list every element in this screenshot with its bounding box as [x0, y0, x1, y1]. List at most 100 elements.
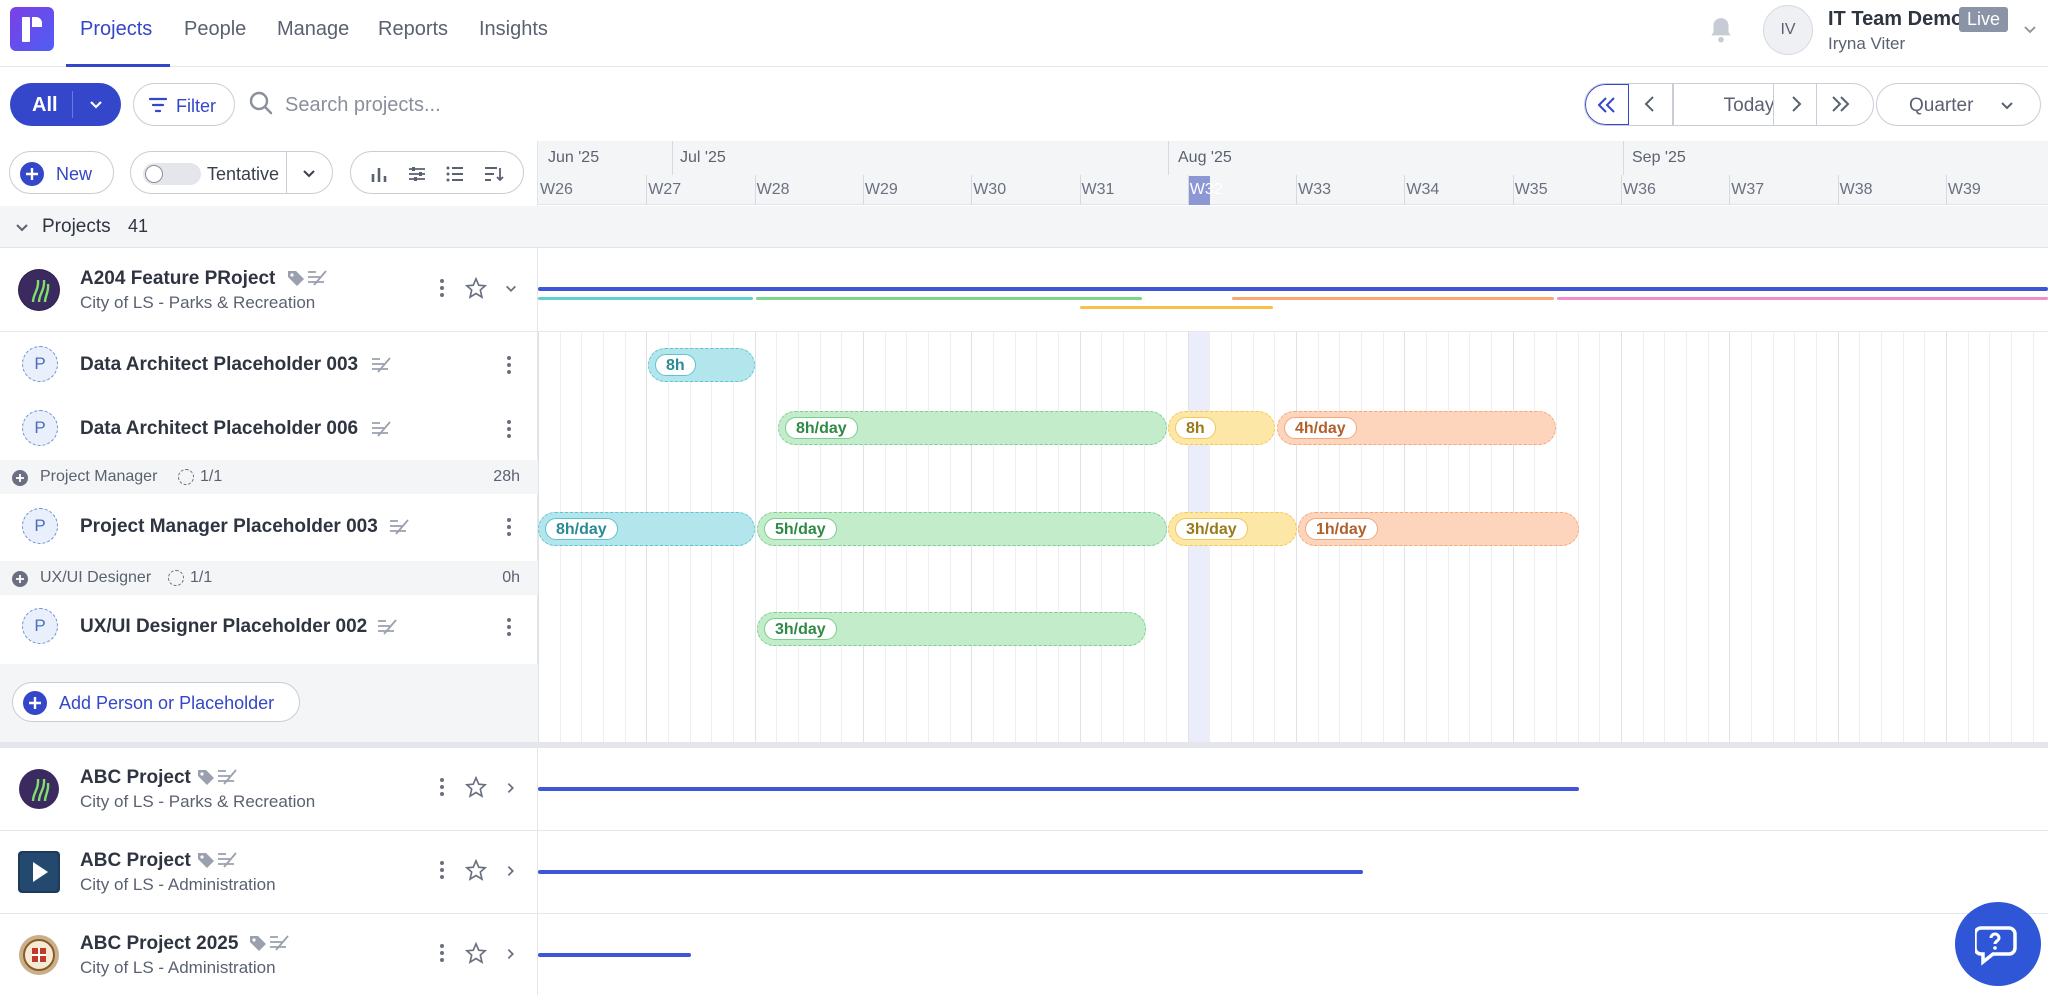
star-icon[interactable]: [465, 859, 487, 881]
tab-reports[interactable]: Reports: [378, 18, 449, 40]
role-hours: 0h: [502, 569, 520, 586]
user-avatar[interactable]: IV: [1763, 5, 1813, 55]
allocation-bar[interactable]: 4h/day: [1277, 411, 1556, 445]
grid-line: [1685, 332, 1687, 742]
sort-icon[interactable]: [483, 164, 505, 184]
add-person-button[interactable]: Add Person or Placeholder: [12, 682, 300, 722]
projects-count: 41: [128, 216, 149, 236]
tab-people[interactable]: People: [184, 18, 247, 40]
add-icon[interactable]: [12, 571, 28, 587]
chevron-right-icon[interactable]: [504, 781, 518, 795]
project-timeline-bar[interactable]: [538, 287, 2048, 291]
add-icon[interactable]: [12, 470, 28, 486]
project-name[interactable]: ABC Project: [80, 767, 191, 788]
person-name[interactable]: UX/UI Designer Placeholder 002: [80, 616, 368, 637]
allocation-bar[interactable]: 8h/day: [538, 512, 755, 546]
project-row[interactable]: ABC Project 2025 City of LS - Administra…: [0, 914, 538, 995]
kebab-menu-icon[interactable]: [440, 778, 446, 799]
week-label: W32: [1189, 181, 1223, 198]
project-row[interactable]: A204 Feature PRoject City of LS - Parks …: [0, 249, 538, 331]
kebab-menu-icon[interactable]: [440, 279, 446, 300]
role-row[interactable]: Project Manager 1/1 28h: [0, 460, 538, 494]
jump-back-button[interactable]: [1585, 84, 1629, 125]
list-icon[interactable]: [445, 164, 465, 184]
star-icon[interactable]: [465, 776, 487, 798]
active-tab-indicator: [66, 64, 170, 67]
phase-bar[interactable]: [1232, 297, 1554, 300]
tentative-toggle[interactable]: [143, 163, 201, 185]
chevron-down-icon[interactable]: [88, 97, 104, 113]
allocation-bar[interactable]: 1h/day: [1298, 512, 1579, 546]
help-chat-button[interactable]: [1955, 902, 2041, 986]
allocation-bar[interactable]: 5h/day: [757, 512, 1167, 546]
person-name[interactable]: Data Architect Placeholder 003: [80, 354, 359, 375]
allocation-bar[interactable]: 3h/day: [1168, 512, 1297, 546]
view-tools: [350, 151, 524, 194]
allocation-bar[interactable]: 8h: [1168, 411, 1275, 445]
star-icon[interactable]: [465, 277, 487, 299]
filter-button[interactable]: Filter: [133, 83, 235, 126]
chevron-down-icon[interactable]: [504, 282, 518, 296]
project-name[interactable]: ABC Project 2025: [80, 933, 239, 954]
grid-line: [538, 332, 539, 742]
star-icon[interactable]: [465, 942, 487, 964]
allocation-bar[interactable]: 3h/day: [757, 612, 1146, 646]
user-name[interactable]: Iryna Viter: [1828, 34, 1906, 53]
app-logo[interactable]: [10, 7, 54, 51]
allocation-bar[interactable]: 8h/day: [778, 411, 1167, 445]
chevron-down-icon[interactable]: [2022, 22, 2038, 38]
phase-bar[interactable]: [1557, 297, 2048, 300]
chevron-right-icon[interactable]: [504, 947, 518, 961]
phase-bar[interactable]: [538, 297, 753, 300]
project-logo-icon: [18, 851, 60, 893]
capacity-icon: [178, 469, 194, 485]
project-row[interactable]: ABC Project City of LS - Parks & Recreat…: [0, 748, 538, 830]
sliders-icon[interactable]: [407, 164, 427, 184]
kebab-menu-icon[interactable]: [507, 420, 513, 441]
person-row[interactable]: P Project Manager Placeholder 003: [0, 494, 538, 558]
kebab-menu-icon[interactable]: [507, 356, 513, 377]
project-name[interactable]: A204 Feature PRoject: [80, 268, 276, 289]
week-label: W39: [1947, 181, 1981, 198]
jump-forward-button[interactable]: [1817, 84, 1873, 125]
person-row[interactable]: P Data Architect Placeholder 006: [0, 396, 538, 460]
role-row[interactable]: UX/UI Designer 1/1 0h: [0, 561, 538, 595]
phase-bar[interactable]: [756, 297, 1142, 300]
grid-line: [1859, 332, 1861, 742]
month-label: Jun '25: [548, 149, 600, 166]
chevron-right-icon[interactable]: [504, 864, 518, 878]
projects-group-header[interactable]: Projects 41: [0, 206, 2048, 248]
chevron-down-icon[interactable]: [14, 220, 30, 236]
allocation-bar[interactable]: 8h: [648, 348, 755, 382]
tab-manage[interactable]: Manage: [277, 18, 350, 40]
project-timeline-bar[interactable]: [538, 787, 1579, 791]
team-name[interactable]: IT Team Demo: [1828, 8, 1964, 30]
kebab-menu-icon[interactable]: [507, 518, 513, 539]
bar-chart-icon[interactable]: [369, 164, 389, 184]
phase-bar[interactable]: [1080, 306, 1273, 309]
next-button[interactable]: [1773, 84, 1817, 125]
project-timeline-bar[interactable]: [538, 953, 691, 957]
grid-line: [1707, 332, 1709, 742]
kebab-menu-icon[interactable]: [440, 861, 446, 882]
all-filter-button[interactable]: All: [10, 83, 121, 126]
range-select[interactable]: Quarter: [1876, 83, 2041, 126]
tab-projects[interactable]: Projects: [80, 18, 153, 40]
person-row[interactable]: P Data Architect Placeholder 003: [0, 332, 538, 396]
new-button[interactable]: New: [9, 151, 114, 194]
chevron-down-icon[interactable]: [301, 166, 317, 182]
prev-button[interactable]: [1629, 84, 1673, 125]
kebab-menu-icon[interactable]: [440, 944, 446, 965]
project-client: City of LS - Administration: [80, 875, 276, 894]
bell-icon[interactable]: [1708, 16, 1734, 44]
project-timeline-bar[interactable]: [538, 870, 1363, 874]
project-row[interactable]: ABC Project City of LS - Administration: [0, 831, 538, 913]
project-name[interactable]: ABC Project: [80, 850, 191, 871]
today-button[interactable]: Today: [1723, 95, 1775, 116]
kebab-menu-icon[interactable]: [507, 618, 513, 639]
person-row[interactable]: P UX/UI Designer Placeholder 002: [0, 596, 538, 660]
person-name[interactable]: Project Manager Placeholder 003: [80, 516, 378, 537]
tab-insights[interactable]: Insights: [479, 18, 548, 40]
search-input[interactable]: [285, 86, 785, 124]
person-name[interactable]: Data Architect Placeholder 006: [80, 418, 359, 439]
